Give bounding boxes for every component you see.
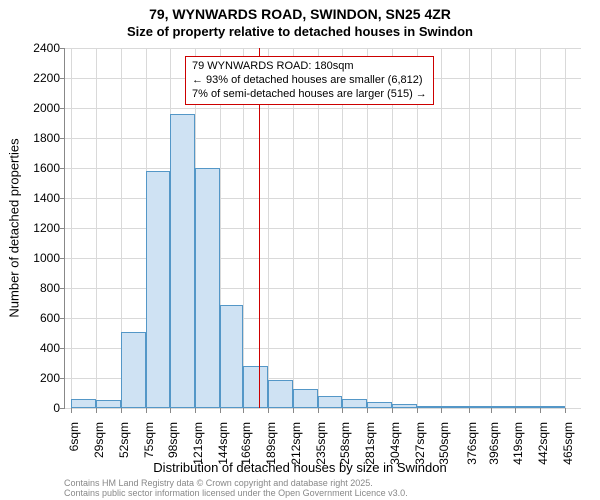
gridline-v: [469, 48, 470, 408]
histogram-bar: [469, 406, 491, 408]
gridline-h: [65, 408, 581, 409]
y-tick-label: 1600: [10, 161, 60, 175]
histogram-bar: [170, 114, 195, 408]
histogram-bar: [441, 406, 469, 408]
gridline-h: [65, 198, 581, 199]
histogram-bar: [71, 399, 96, 408]
gridline-v: [565, 48, 566, 408]
info-box: 79 WYNWARDS ROAD: 180sqm ← 93% of detach…: [185, 56, 434, 105]
gridline-v: [96, 48, 97, 408]
histogram-bar: [540, 406, 565, 408]
y-tick-label: 1800: [10, 131, 60, 145]
gridline-h: [65, 288, 581, 289]
y-tick-label: 600: [10, 311, 60, 325]
histogram-bar: [392, 404, 417, 408]
gridline-h: [65, 318, 581, 319]
chart-container: 79, WYNWARDS ROAD, SWINDON, SN25 4ZR Siz…: [0, 0, 600, 500]
histogram-bar: [146, 171, 171, 408]
gridline-h: [65, 228, 581, 229]
gridline-h: [65, 108, 581, 109]
histogram-bar: [220, 305, 244, 409]
y-tick-label: 2200: [10, 71, 60, 85]
info-box-line3: 7% of semi-detached houses are larger (5…: [192, 88, 427, 102]
histogram-bar: [96, 400, 121, 408]
attribution-line2: Contains public sector information licen…: [64, 488, 408, 498]
y-tick-label: 400: [10, 341, 60, 355]
histogram-bar: [367, 402, 392, 408]
gridline-h: [65, 138, 581, 139]
histogram-bar: [293, 389, 318, 409]
histogram-bar: [268, 380, 293, 409]
gridline-v: [515, 48, 516, 408]
y-tick-label: 2000: [10, 101, 60, 115]
y-tick-label: 800: [10, 281, 60, 295]
y-tick-label: 1400: [10, 191, 60, 205]
gridline-v: [71, 48, 72, 408]
histogram-bar: [195, 168, 220, 408]
y-tick-label: 1200: [10, 221, 60, 235]
gridline-h: [65, 258, 581, 259]
gridline-h: [65, 168, 581, 169]
gridline-v: [441, 48, 442, 408]
info-box-line2: ← 93% of detached houses are smaller (6,…: [192, 74, 427, 88]
histogram-bar: [121, 332, 146, 409]
info-box-line1: 79 WYNWARDS ROAD: 180sqm: [192, 60, 427, 74]
histogram-bar: [491, 406, 516, 408]
gridline-h: [65, 48, 581, 49]
y-tick-label: 1000: [10, 251, 60, 265]
attribution: Contains HM Land Registry data © Crown c…: [64, 478, 408, 499]
histogram-bar: [515, 406, 540, 408]
x-axis-label: Distribution of detached houses by size …: [0, 460, 600, 475]
y-tick-label: 2400: [10, 41, 60, 55]
histogram-bar: [342, 399, 367, 408]
histogram-bar: [318, 396, 343, 408]
plot-area: 79 WYNWARDS ROAD: 180sqm ← 93% of detach…: [64, 48, 581, 409]
gridline-v: [540, 48, 541, 408]
chart-title-address: 79, WYNWARDS ROAD, SWINDON, SN25 4ZR: [0, 6, 600, 22]
gridline-v: [491, 48, 492, 408]
attribution-line1: Contains HM Land Registry data © Crown c…: [64, 478, 408, 488]
histogram-bar: [243, 366, 268, 408]
y-tick-label: 0: [10, 401, 60, 415]
chart-subtitle: Size of property relative to detached ho…: [0, 24, 600, 39]
histogram-bar: [417, 406, 442, 408]
y-tick-label: 200: [10, 371, 60, 385]
